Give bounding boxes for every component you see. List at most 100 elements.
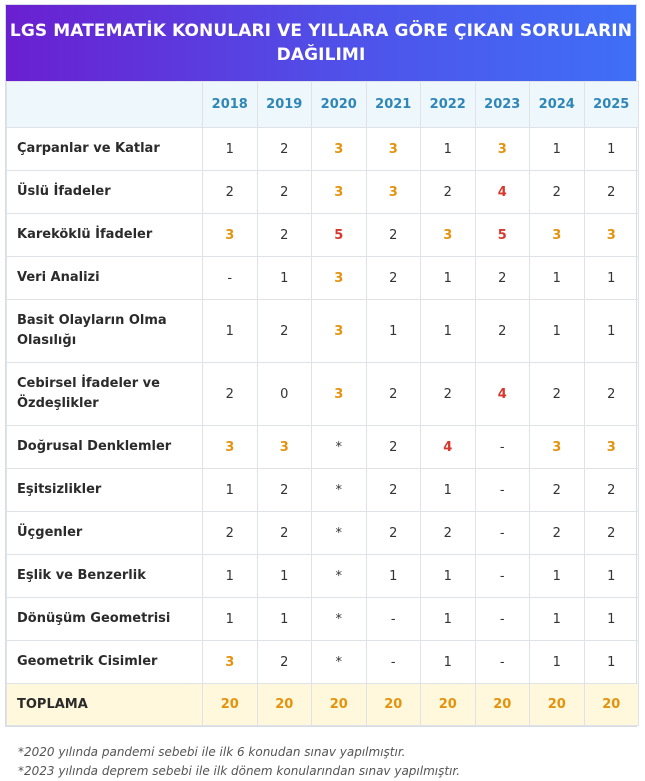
table-row: Üçgenler 2 2 * 2 2-2 2 <box>6 511 639 555</box>
value-cell: 1 <box>365 554 421 598</box>
topic-cell: Çarpanlar ve Katlar <box>6 127 203 171</box>
value-cell: 2 <box>256 213 312 257</box>
distribution-card: LGS MATEMATİK KONULARI VE YILLARA GÖRE Ç… <box>5 4 639 727</box>
value-cell: 1 <box>420 554 476 598</box>
value-cell: 2 <box>583 170 639 214</box>
topic-cell: Geometrik Cisimler <box>6 640 203 684</box>
value-cell: 4 <box>420 425 476 469</box>
total-value-cell: 20 <box>420 683 476 726</box>
value-cell: 1 <box>583 256 639 300</box>
value-cell: 1 <box>420 127 476 171</box>
value-cell: - <box>474 640 530 684</box>
value-cell: 3 <box>529 213 585 257</box>
value-cell: * <box>311 640 367 684</box>
value-cell: 3 <box>202 213 258 257</box>
value-cell: - <box>474 425 530 469</box>
topics-table: 2018 2019 2020 2021 2022 2023 2024 2025 … <box>6 81 639 726</box>
value-cell: 1 <box>583 554 639 598</box>
value-cell: 1 <box>529 554 585 598</box>
value-cell: 3 <box>311 299 367 363</box>
value-cell: 2 <box>202 170 258 214</box>
table-row: Eşlik ve Benzerlik 1 1 * 1 1-1 1 <box>6 554 639 598</box>
value-cell: 3 <box>202 425 258 469</box>
year-header: 2019 <box>256 81 312 128</box>
value-cell: 2 <box>256 299 312 363</box>
value-cell: 1 <box>583 597 639 641</box>
table-row: Cebirsel İfadeler ve Özdeşlikler 2 0 3 2 2 4 2 2 <box>6 362 639 426</box>
topic-cell: Eşitsizlikler <box>6 468 203 512</box>
value-cell: - <box>474 597 530 641</box>
value-cell: 5 <box>311 213 367 257</box>
total-label: TOPLAMA <box>6 683 203 726</box>
value-cell: 2 <box>420 170 476 214</box>
value-cell: 2 <box>365 362 421 426</box>
value-cell: 2 <box>365 511 421 555</box>
value-cell: 2 <box>420 362 476 426</box>
value-cell: 2 <box>583 511 639 555</box>
value-cell: 1 <box>202 468 258 512</box>
value-cell: 3 <box>365 127 421 171</box>
value-cell: 1 <box>529 127 585 171</box>
value-cell: 3 <box>311 362 367 426</box>
value-cell: 2 <box>474 299 530 363</box>
table-row: Veri Analizi -1 3 2 1 2 1 1 <box>6 256 639 300</box>
value-cell: 1 <box>365 299 421 363</box>
value-cell: 2 <box>365 256 421 300</box>
value-cell: 3 <box>311 256 367 300</box>
table-row: Geometrik Cisimler 3 2 * -1-1 1 <box>6 640 639 684</box>
value-cell: 3 <box>365 170 421 214</box>
table-row: Kareköklü İfadeler 3 2 5 2 3 5 3 3 <box>6 213 639 257</box>
topic-cell: Kareköklü İfadeler <box>6 213 203 257</box>
topic-cell: Cebirsel İfadeler ve Özdeşlikler <box>6 362 203 426</box>
value-cell: 3 <box>474 127 530 171</box>
value-cell: 2 <box>256 511 312 555</box>
value-cell: - <box>202 256 258 300</box>
topic-cell: Dönüşüm Geometrisi <box>6 597 203 641</box>
year-header: 2024 <box>529 81 585 128</box>
value-cell: 1 <box>529 640 585 684</box>
value-cell: 1 <box>420 640 476 684</box>
value-cell: 1 <box>529 256 585 300</box>
year-header: 2022 <box>420 81 476 128</box>
value-cell: 1 <box>583 640 639 684</box>
year-header: 2025 <box>583 81 639 128</box>
value-cell: * <box>311 425 367 469</box>
total-value-cell: 20 <box>529 683 585 726</box>
year-header: 2020 <box>311 81 367 128</box>
value-cell: 2 <box>529 362 585 426</box>
value-cell: * <box>311 597 367 641</box>
footnote-2020: *2020 yılında pandemi sebebi ile ilk 6 k… <box>18 745 406 759</box>
value-cell: 3 <box>420 213 476 257</box>
value-cell: 2 <box>529 511 585 555</box>
value-cell: 4 <box>474 362 530 426</box>
value-cell: 2 <box>256 170 312 214</box>
value-cell: 3 <box>202 640 258 684</box>
table-row: Doğrusal Denklemler 3 3 * 2 4-3 3 <box>6 425 639 469</box>
total-row: TOPLAMA 20 20 20 20 20 20 20 20 <box>6 683 639 726</box>
value-cell: 1 <box>529 597 585 641</box>
topic-cell: Basit Olayların Olma Olasılığı <box>6 299 203 363</box>
value-cell: * <box>311 468 367 512</box>
topic-cell: Eşlik ve Benzerlik <box>6 554 203 598</box>
value-cell: 2 <box>365 468 421 512</box>
value-cell: 3 <box>311 170 367 214</box>
value-cell: 1 <box>420 299 476 363</box>
value-cell: 1 <box>202 299 258 363</box>
value-cell: 1 <box>202 127 258 171</box>
value-cell: 1 <box>256 597 312 641</box>
value-cell: 1 <box>256 554 312 598</box>
footnote-2023: *2023 yılında deprem sebebi ile ilk döne… <box>18 764 461 778</box>
table-row: Dönüşüm Geometrisi 1 1 * -1-1 1 <box>6 597 639 641</box>
total-value-cell: 20 <box>256 683 312 726</box>
value-cell: - <box>365 597 421 641</box>
value-cell: 1 <box>420 256 476 300</box>
topic-cell: Veri Analizi <box>6 256 203 300</box>
value-cell: - <box>474 511 530 555</box>
value-cell: - <box>474 468 530 512</box>
value-cell: 3 <box>583 425 639 469</box>
value-cell: * <box>311 554 367 598</box>
table-row: Eşitsizlikler 1 2 * 2 1-2 2 <box>6 468 639 512</box>
value-cell: * <box>311 511 367 555</box>
topic-cell: Doğrusal Denklemler <box>6 425 203 469</box>
value-cell: 2 <box>474 256 530 300</box>
